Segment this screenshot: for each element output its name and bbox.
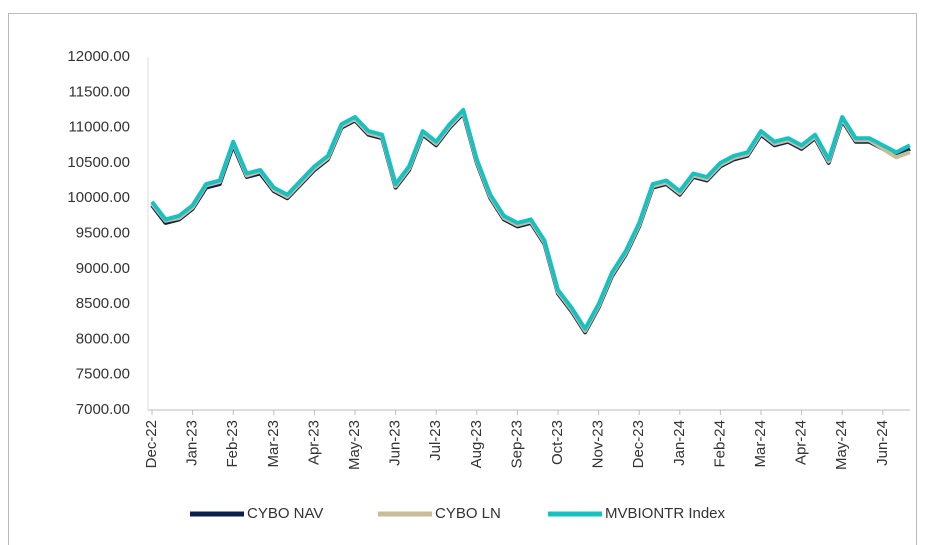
chart-border: [8, 13, 917, 545]
series-line: [150, 107, 911, 331]
y-tick-label: 10500.00: [67, 154, 130, 171]
x-tick-label: Feb-24: [711, 420, 728, 468]
x-tick-label: May-23: [346, 420, 363, 470]
x-tick-label: Oct-23: [549, 420, 566, 465]
legend-label: MVBIONTR Index: [605, 505, 726, 522]
y-tick-label: 8000.00: [76, 330, 130, 347]
x-tick-label: Apr-24: [793, 420, 810, 465]
x-tick-label: Jan-24: [671, 420, 688, 466]
y-tick-label: 9000.00: [76, 260, 130, 277]
x-tick-label: Sep-23: [508, 420, 525, 468]
x-tick-label: Dec-23: [630, 420, 647, 468]
x-tick-label: May-24: [833, 420, 850, 470]
y-tick-label: 12000.00: [67, 48, 130, 65]
x-tick-label: Jan-23: [184, 420, 201, 466]
x-tick-label: Aug-23: [468, 420, 485, 468]
y-tick-label: 11000.00: [69, 119, 130, 136]
x-tick-label: Jul-23: [427, 420, 444, 461]
y-tick-label: 11500.00: [69, 83, 130, 100]
x-tick-label: Mar-23: [265, 420, 282, 468]
x-tick-label: Jun-24: [874, 420, 891, 466]
x-tick-label: Nov-23: [590, 420, 607, 468]
y-tick-label: 7000.00: [76, 401, 130, 418]
y-tick-label: 9500.00: [76, 224, 130, 241]
legend-label: CYBO NAV: [247, 505, 323, 522]
x-tick-label: Feb-23: [224, 420, 241, 468]
y-tick-label: 8500.00: [76, 295, 130, 312]
legend-label: CYBO LN: [435, 505, 501, 522]
y-tick-label: 7500.00: [76, 366, 130, 383]
x-tick-label: Mar-24: [752, 420, 769, 468]
y-tick-label: 10000.00: [67, 189, 130, 206]
x-tick-label: Apr-23: [305, 420, 322, 465]
x-tick-label: Dec-22: [143, 420, 160, 468]
x-tick-label: Jun-23: [387, 420, 404, 466]
